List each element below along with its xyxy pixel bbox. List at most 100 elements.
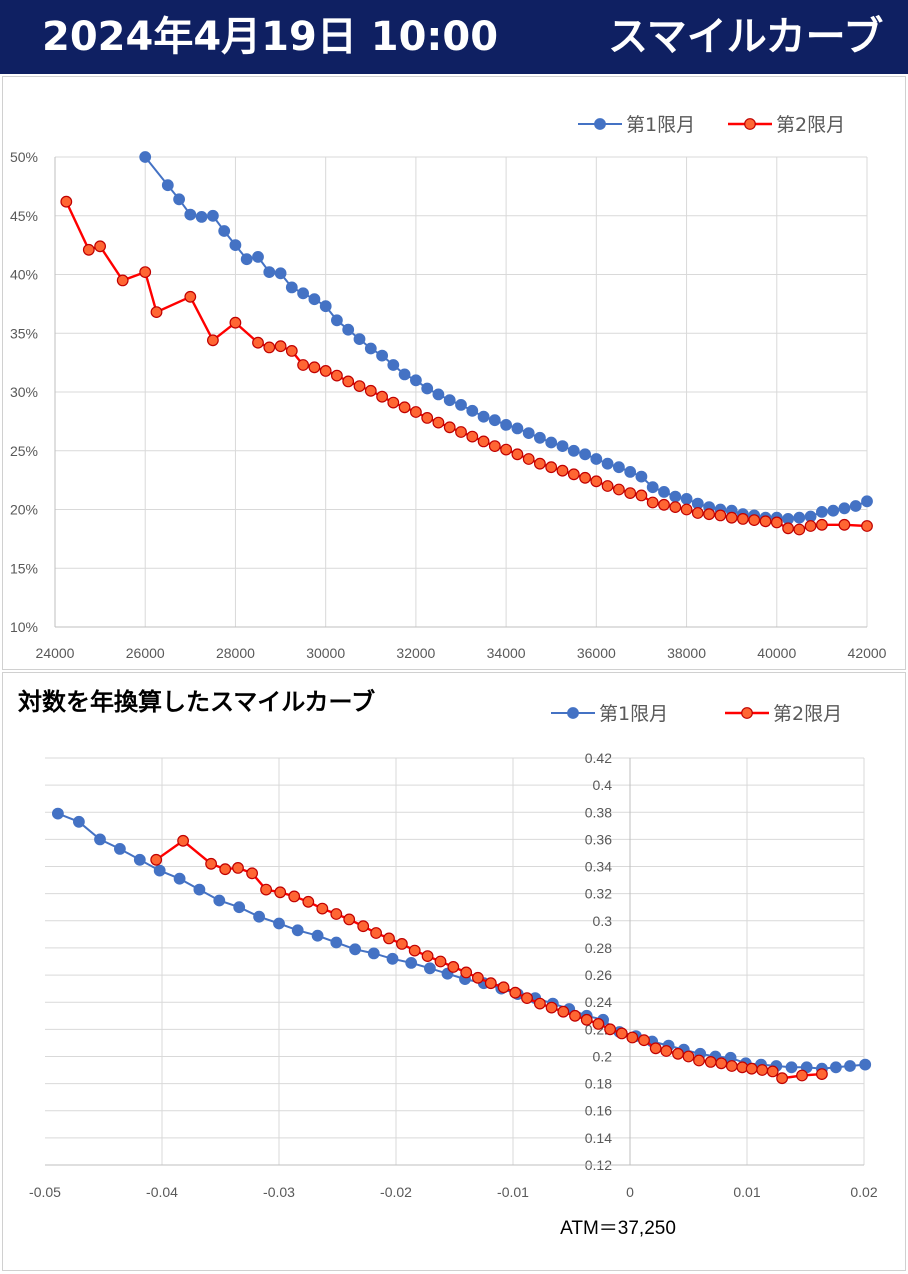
data-point-series-2	[229, 316, 242, 329]
y-tick-label: 0.4	[593, 777, 613, 793]
data-point-series-2	[660, 1045, 673, 1057]
data-point-series-1	[500, 419, 513, 431]
data-point-series-2	[680, 503, 693, 516]
data-point-series-2	[460, 966, 473, 979]
data-point-series-2	[838, 518, 851, 531]
data-point-series-2	[638, 1034, 650, 1047]
data-point-series-2	[330, 908, 343, 920]
data-point-series-2	[782, 522, 794, 535]
data-point-series-2	[447, 961, 460, 973]
data-point-series-2	[285, 345, 298, 357]
data-point-series-2	[432, 416, 445, 429]
data-point-series-2	[434, 955, 447, 968]
data-point-series-2	[545, 461, 558, 474]
data-point-series-2	[184, 290, 197, 303]
y-tick-label: 25%	[10, 443, 38, 459]
header-banner: 2024年4月19日 10:00 スマイルカーブ	[0, 0, 908, 74]
data-point-series-2	[421, 950, 434, 962]
data-point-series-2	[274, 886, 287, 899]
data-point-series-1	[432, 388, 445, 401]
x-tick-label: -0.04	[146, 1184, 178, 1200]
data-point-series-2	[635, 489, 648, 502]
x-tick-label: -0.02	[380, 1184, 412, 1200]
x-tick-label: 32000	[396, 645, 435, 661]
data-point-series-1	[405, 957, 418, 969]
y-tick-label: 0.34	[585, 859, 612, 875]
y-tick-label: 0.18	[585, 1076, 612, 1092]
x-tick-label: 0.02	[850, 1184, 877, 1200]
data-point-series-2	[703, 508, 715, 521]
data-point-series-2	[421, 412, 434, 424]
data-point-series-1	[113, 843, 126, 855]
data-point-series-1	[635, 470, 648, 483]
header-datetime: 2024年4月19日 10:00	[42, 14, 499, 60]
data-point-series-2	[601, 480, 614, 492]
data-point-series-1	[488, 414, 501, 427]
data-point-series-1	[308, 293, 321, 306]
data-point-series-1	[556, 440, 569, 453]
data-point-series-1	[398, 368, 411, 381]
data-point-series-1	[173, 872, 186, 885]
data-point-series-2	[82, 243, 95, 256]
data-point-series-2	[455, 426, 467, 438]
y-tick-label: 20%	[10, 502, 38, 518]
y-tick-label: 0.42	[585, 750, 612, 766]
legend-label-1: 第1限月	[626, 114, 695, 136]
data-point-series-1	[161, 179, 174, 192]
data-point-series-1	[646, 481, 659, 494]
data-point-series-1	[534, 431, 546, 444]
x-tick-label: 30000	[306, 645, 345, 661]
y-tick-label: 0.24	[585, 994, 612, 1010]
data-point-series-2	[693, 1054, 705, 1067]
data-point-series-2	[816, 1068, 828, 1080]
x-tick-label: 36000	[577, 645, 616, 661]
data-point-series-2	[484, 977, 497, 990]
data-point-series-2	[319, 365, 332, 377]
data-point-series-1	[601, 457, 614, 470]
y-tick-label: 0.32	[585, 886, 612, 902]
data-point-series-2	[396, 938, 408, 950]
data-point-series-1	[291, 924, 304, 937]
legend-label-2: 第2限月	[776, 114, 845, 136]
data-point-series-2	[522, 453, 535, 465]
data-point-series-2	[383, 932, 395, 945]
data-point-series-2	[796, 1069, 808, 1082]
data-point-series-2	[793, 523, 806, 536]
data-point-series-2	[343, 913, 356, 926]
data-point-series-2	[556, 464, 569, 477]
data-point-series-2	[737, 513, 749, 525]
data-point-series-2	[260, 883, 273, 896]
data-point-series-1	[252, 250, 264, 263]
data-point-series-2	[376, 390, 389, 403]
legend-label-2: 第2限月	[773, 703, 842, 725]
data-point-series-1	[785, 1061, 798, 1074]
data-point-series-2	[658, 498, 670, 511]
data-point-series-2	[177, 834, 190, 847]
x-tick-label: 42000	[848, 645, 887, 661]
data-point-series-1	[311, 929, 324, 942]
x-tick-label: 34000	[487, 645, 526, 661]
data-point-series-1	[859, 1058, 872, 1071]
data-point-series-1	[52, 807, 64, 820]
data-point-series-2	[477, 435, 490, 448]
data-point-series-1	[844, 1060, 856, 1072]
data-point-series-2	[509, 986, 522, 999]
data-point-series-1	[861, 495, 873, 508]
y-tick-label: 50%	[10, 149, 38, 165]
data-point-series-2	[500, 443, 513, 456]
data-point-series-2	[252, 336, 264, 349]
data-point-series-2	[725, 1060, 738, 1072]
data-point-series-2	[488, 440, 501, 453]
data-point-series-1	[443, 394, 456, 407]
data-point-series-1	[94, 833, 106, 846]
data-point-series-1	[579, 448, 591, 461]
data-point-series-1	[139, 151, 152, 163]
data-point-series-2	[626, 1031, 639, 1044]
data-point-series-1	[387, 359, 400, 371]
legend-marker-1	[567, 707, 579, 719]
data-point-series-2	[302, 895, 315, 908]
data-point-series-2	[232, 862, 244, 874]
data-point-series-1	[195, 210, 208, 223]
